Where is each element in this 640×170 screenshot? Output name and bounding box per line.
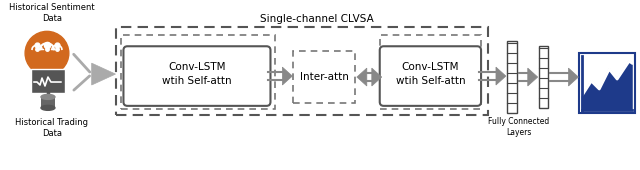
FancyBboxPatch shape (31, 69, 65, 93)
FancyBboxPatch shape (124, 46, 271, 106)
Text: Inter-attn: Inter-attn (300, 72, 349, 82)
Bar (507, 41, 517, 113)
Polygon shape (372, 68, 381, 86)
Text: Encoder: Encoder (179, 96, 218, 106)
FancyBboxPatch shape (293, 51, 355, 103)
Polygon shape (568, 68, 579, 86)
Text: Decoder: Decoder (410, 96, 451, 106)
Text: Historical Trading
Data: Historical Trading Data (15, 118, 88, 138)
Polygon shape (528, 68, 538, 86)
Ellipse shape (41, 95, 55, 99)
Bar (41, 97, 55, 108)
Polygon shape (496, 67, 506, 85)
Bar (579, 53, 635, 113)
Polygon shape (92, 63, 115, 85)
Circle shape (25, 31, 69, 75)
Polygon shape (357, 68, 367, 86)
Text: Historical Sentiment
Data: Historical Sentiment Data (9, 3, 95, 23)
Text: Fully Connected
Layers: Fully Connected Layers (488, 117, 549, 137)
Ellipse shape (41, 105, 55, 110)
Polygon shape (582, 61, 632, 110)
Bar (539, 46, 548, 108)
Text: Conv-LSTM
wtih Self-attn: Conv-LSTM wtih Self-attn (396, 62, 465, 86)
Text: Conv-LSTM
wtih Self-attn: Conv-LSTM wtih Self-attn (162, 62, 232, 86)
FancyBboxPatch shape (380, 46, 481, 106)
Polygon shape (282, 67, 292, 85)
Text: Single-channel CLVSA: Single-channel CLVSA (260, 14, 374, 24)
